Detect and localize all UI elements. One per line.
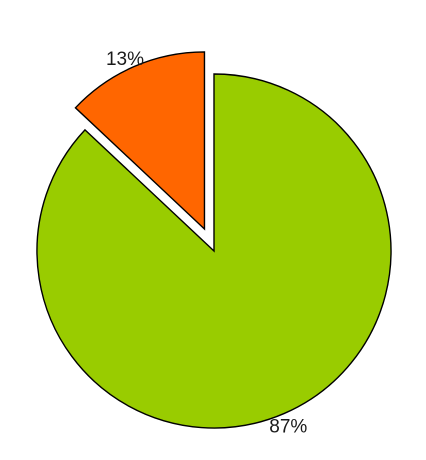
pie-slice-13pct	[74, 51, 206, 231]
pie-label-13pct: 13%	[106, 49, 144, 70]
pie-labels: 87% 13%	[106, 49, 307, 437]
pie-slices	[36, 51, 392, 429]
pie-label-87pct: 87%	[269, 417, 307, 438]
pie-slice-87pct	[36, 73, 392, 429]
